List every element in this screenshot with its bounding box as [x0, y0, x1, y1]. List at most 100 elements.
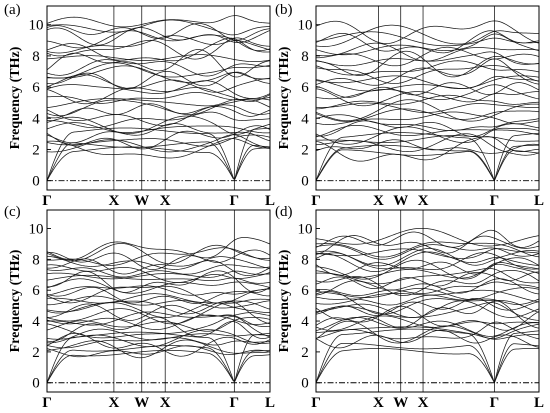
phonon-band-25: [47, 264, 270, 278]
phonon-band-a0: [316, 348, 539, 384]
phonon-band-3: [47, 337, 270, 349]
phonon-band-19: [47, 59, 270, 77]
phonon-band-15: [316, 82, 539, 98]
y-tick-label: 0: [32, 174, 40, 190]
phonon-band-5: [316, 315, 539, 331]
phonon-band-4: [47, 123, 270, 144]
phonon-band-18: [47, 62, 270, 79]
y-tick-label: 6: [32, 80, 40, 96]
y-tick-label: 6: [32, 283, 40, 299]
phonon-band-0: [47, 345, 270, 358]
y-tick-label: 10: [29, 222, 44, 238]
k-point-label: W: [134, 395, 149, 411]
phonon-band-a1: [47, 141, 270, 181]
k-point-label: X: [418, 193, 429, 209]
phonon-band-18: [316, 271, 539, 289]
phonon-band-24: [316, 42, 539, 62]
phonon-band-23: [47, 37, 270, 60]
phonon-band-23: [316, 46, 539, 67]
phonon-band-30: [316, 229, 539, 248]
k-point-label: Γ: [490, 395, 500, 411]
phonon-band-15: [47, 295, 270, 309]
y-tick-label: 0: [301, 174, 309, 190]
k-point-label: X: [160, 395, 171, 411]
phonon-band-17: [316, 270, 539, 297]
y-tick-label: 10: [29, 18, 44, 34]
k-point-label: X: [418, 395, 429, 411]
phonon-band-17: [47, 286, 270, 304]
y-tick-label: 10: [298, 222, 313, 238]
phonon-band-16: [47, 293, 270, 304]
phonon-band-14: [47, 80, 270, 99]
phonon-band-3: [316, 323, 539, 339]
y-tick-label: 8: [32, 252, 40, 268]
phonon-band-7: [316, 300, 539, 329]
y-tick-label: 0: [301, 376, 309, 392]
phonon-band-0: [316, 136, 539, 162]
phonon-band-a2: [316, 328, 539, 384]
phonon-band-13: [316, 88, 539, 107]
phonon-band-a0: [47, 146, 270, 181]
k-point-label: Γ: [490, 193, 500, 209]
phonon-band-19: [47, 285, 270, 296]
phonon-band-11: [316, 291, 539, 315]
y-tick-label: 8: [32, 49, 40, 65]
phonon-band-28: [47, 249, 270, 270]
k-point-label: L: [534, 395, 544, 411]
phonon-band-6: [316, 305, 539, 331]
y-tick-label: 8: [301, 49, 309, 65]
phonon-band-12: [316, 94, 539, 110]
k-point-label: X: [373, 395, 384, 411]
phonon-band-29: [316, 235, 539, 255]
y-axis-label: Frequency (THz): [277, 46, 292, 149]
phonon-band-23: [47, 270, 270, 280]
phonon-band-3: [47, 125, 270, 150]
panel-label: (b): [275, 2, 293, 18]
phonon-band-a0: [316, 149, 539, 182]
phonon-band-a1: [316, 342, 539, 384]
plot-frame: [46, 209, 271, 393]
phonon-band-27: [47, 255, 270, 270]
phonon-band-28: [47, 19, 270, 36]
phonon-band-25: [316, 248, 539, 267]
k-point-label: X: [108, 395, 119, 411]
phonon-band-1: [316, 139, 539, 154]
phonon-band-26: [316, 248, 539, 259]
phonon-band-13: [47, 302, 270, 318]
chart-panel-c: 0 2 4 6 8 10 Frequency (THz) Γ X W X Γ L (c): [4, 204, 275, 411]
phonon-band-4: [316, 317, 539, 337]
y-tick-label: 4: [301, 111, 309, 127]
phonon-band-29: [316, 20, 539, 44]
phonon-band-15: [316, 281, 539, 296]
band-lines: [47, 237, 270, 383]
phonon-band-6: [47, 316, 270, 339]
phonon-band-7: [47, 111, 270, 129]
phonon-band-15: [47, 74, 270, 93]
phonon-band-4: [316, 126, 539, 145]
phonon-band-26: [316, 30, 539, 54]
phonon-band-8: [47, 317, 270, 332]
phonon-band-11: [47, 301, 270, 325]
phonon-band-19: [316, 268, 539, 285]
k-point-label: Γ: [42, 193, 52, 209]
k-point-label: L: [265, 193, 275, 209]
plot-frame: [46, 5, 271, 191]
band-lines: [316, 20, 539, 182]
phonon-band-4: [47, 329, 270, 348]
phonon-band-8: [47, 104, 270, 126]
y-axis-label: Frequency (THz): [277, 249, 292, 352]
k-point-label: W: [393, 395, 408, 411]
phonon-band-31: [316, 227, 539, 247]
phonon-band-7: [316, 114, 539, 132]
phonon-band-26: [47, 27, 270, 46]
band-lines: [316, 227, 539, 384]
y-tick-label: 4: [301, 314, 309, 330]
phonon-band-6: [47, 115, 270, 135]
y-tick-label: 0: [32, 376, 40, 392]
band-lines: [47, 15, 270, 181]
phonon-band-9: [316, 300, 539, 318]
y-tick-label: 2: [32, 142, 40, 158]
phonon-band-22: [316, 257, 539, 276]
k-point-label: Γ: [230, 395, 240, 411]
